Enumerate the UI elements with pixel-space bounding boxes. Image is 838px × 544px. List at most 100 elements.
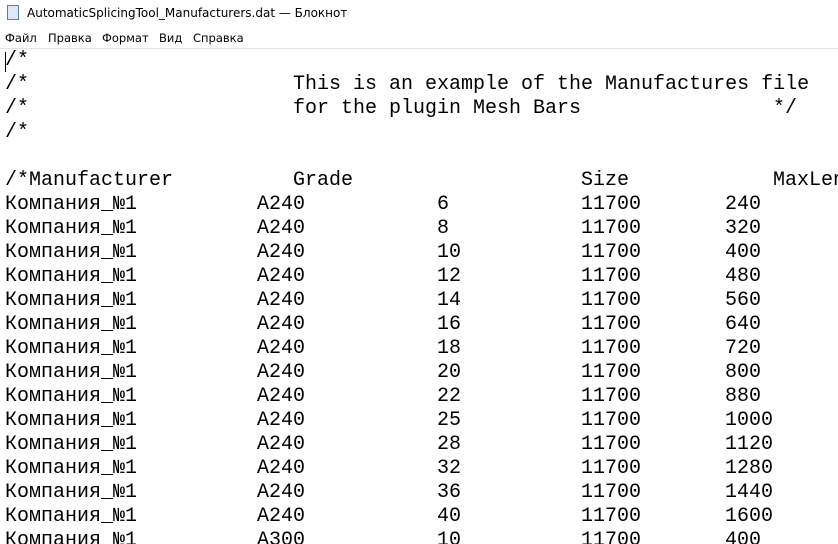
data-cell: 11700 (581, 241, 642, 264)
data-cell: 11700 (581, 385, 642, 408)
data-cell: Компания_№1 (5, 529, 138, 544)
data-cell: Компания_№1 (5, 193, 138, 216)
data-cell: 6 (437, 193, 450, 216)
comment-line: /* This is an example of the Manufactures… (0, 73, 838, 97)
data-cell: 11700 (581, 409, 642, 432)
data-cell: A240 (257, 505, 306, 528)
data-cell: 320 (725, 217, 762, 240)
header-line: /*Manufacturer Grade Size MaxLen (0, 169, 838, 193)
header-cell: Grade (293, 169, 354, 192)
menu-item[interactable]: Формат (102, 31, 149, 45)
data-cell: 1440 (725, 481, 774, 504)
data-row: Компания_№1 A240 12 11700 480 (0, 265, 838, 289)
data-cell: 11700 (581, 289, 642, 312)
data-cell: Компания_№1 (5, 505, 138, 528)
data-cell: 28 (437, 433, 462, 456)
data-cell: 16 (437, 313, 462, 336)
data-cell: A240 (257, 457, 306, 480)
header-cell: Size (581, 169, 630, 192)
data-cell: Компания_№1 (5, 361, 138, 384)
menu-item[interactable]: Правка (48, 31, 92, 45)
data-cell: Компания_№1 (5, 241, 138, 264)
data-cell: A240 (257, 241, 306, 264)
data-cell: Компания_№1 (5, 457, 138, 480)
comment-text: */ (773, 97, 798, 120)
data-row: Компания_№1 A240 16 11700 640 (0, 313, 838, 337)
data-cell: Компания_№1 (5, 265, 138, 288)
data-cell: 11700 (581, 337, 642, 360)
menu-item[interactable]: Вид (159, 31, 183, 45)
header-cell: /*Manufacturer (5, 169, 174, 192)
data-cell: A240 (257, 289, 306, 312)
data-cell: 560 (725, 289, 762, 312)
comment-text: This is an example of the Manufactures f… (293, 73, 810, 96)
data-cell: A240 (257, 409, 306, 432)
data-cell: 400 (725, 529, 762, 544)
data-cell: 240 (725, 193, 762, 216)
data-cell: 36 (437, 481, 462, 504)
data-cell: 32 (437, 457, 462, 480)
data-row: Компания_№1 A300 10 11700 400 (0, 529, 838, 544)
data-cell: Компания_№1 (5, 433, 138, 456)
data-row: Компания_№1 A240 36 11700 1440 (0, 481, 838, 505)
data-cell: 720 (725, 337, 762, 360)
comment-line: /* for the plugin Mesh Bars */ (0, 97, 838, 121)
data-cell: Компания_№1 (5, 337, 138, 360)
data-cell: A240 (257, 217, 306, 240)
data-cell: 11700 (581, 529, 642, 544)
comment-text: /* (5, 49, 30, 72)
data-row: Компания_№1 A240 40 11700 1600 (0, 505, 838, 529)
caret (5, 52, 6, 72)
data-cell: A240 (257, 265, 306, 288)
data-row: Компания_№1 A240 10 11700 400 (0, 241, 838, 265)
comment-line: /* (0, 49, 838, 73)
data-cell: 1280 (725, 457, 774, 480)
data-row: Компания_№1 A240 14 11700 560 (0, 289, 838, 313)
comment-text: /* (5, 73, 30, 96)
data-cell: A240 (257, 385, 306, 408)
app-icon (7, 5, 19, 20)
data-cell: 11700 (581, 481, 642, 504)
data-cell: A240 (257, 361, 306, 384)
data-cell: Компания_№1 (5, 409, 138, 432)
comment-line: /* (0, 121, 838, 145)
data-cell: 12 (437, 265, 462, 288)
data-cell: A240 (257, 337, 306, 360)
data-cell: 22 (437, 385, 462, 408)
header-cell: MaxLen (773, 169, 838, 192)
data-cell: Компания_№1 (5, 217, 138, 240)
data-cell: 20 (437, 361, 462, 384)
data-cell: 11700 (581, 433, 642, 456)
data-cell: Компания_№1 (5, 313, 138, 336)
data-cell: A240 (257, 193, 306, 216)
menu-item[interactable]: Справка (193, 31, 244, 45)
window-title: AutomaticSplicingTool_Manufacturers.dat … (27, 6, 348, 20)
comment-text: for the plugin Mesh Bars (293, 97, 582, 120)
data-cell: 18 (437, 337, 462, 360)
data-row: Компания_№1 A240 22 11700 880 (0, 385, 838, 409)
data-cell: A240 (257, 481, 306, 504)
text-editor[interactable]: /*/* This is an example of the Manufactur… (0, 48, 838, 544)
data-cell: 11700 (581, 265, 642, 288)
data-row: Компания_№1 A240 25 11700 1000 (0, 409, 838, 433)
data-row: Компания_№1 A240 32 11700 1280 (0, 457, 838, 481)
data-cell: 1600 (725, 505, 774, 528)
menu-item[interactable]: Файл (5, 31, 37, 45)
data-cell: Компания_№1 (5, 289, 138, 312)
data-row: Компания_№1 A240 18 11700 720 (0, 337, 838, 361)
data-cell: 10 (437, 529, 462, 544)
data-cell: 8 (437, 217, 450, 240)
data-row: Компания_№1 A240 28 11700 1120 (0, 433, 838, 457)
data-cell: 11700 (581, 193, 642, 216)
data-cell: 10 (437, 241, 462, 264)
data-cell: 14 (437, 289, 462, 312)
data-row: Компания_№1 A240 6 11700 240 (0, 193, 838, 217)
menu-bar: Файл Правка Формат Вид Справка (0, 28, 838, 48)
data-cell: 480 (725, 265, 762, 288)
data-cell: 11700 (581, 505, 642, 528)
comment-text: /* (5, 121, 30, 144)
data-cell: 1120 (725, 433, 774, 456)
data-cell: 11700 (581, 361, 642, 384)
data-cell: Компания_№1 (5, 385, 138, 408)
